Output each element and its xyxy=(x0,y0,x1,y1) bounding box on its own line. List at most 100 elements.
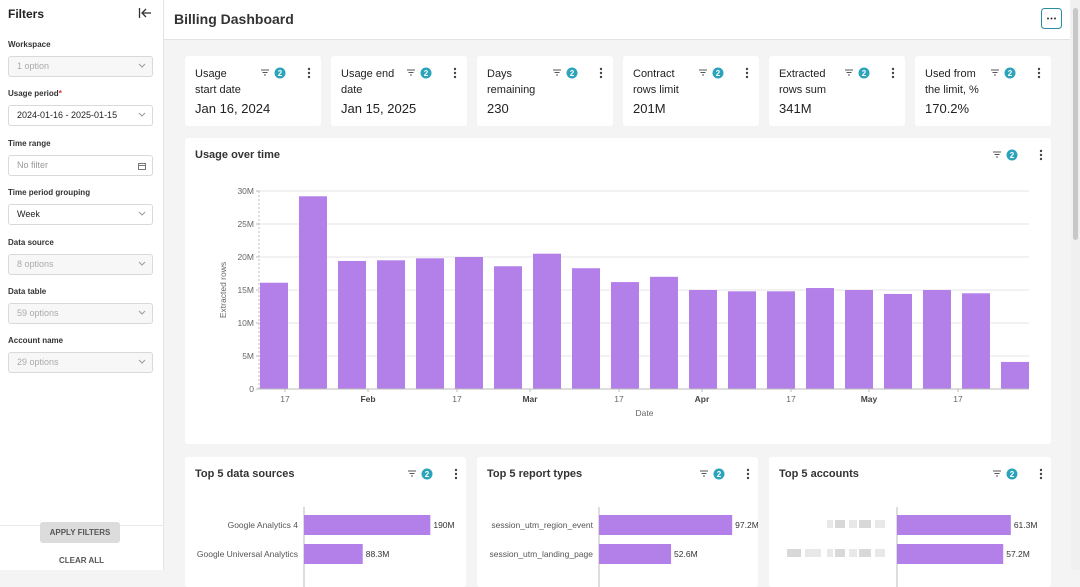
bar xyxy=(766,291,796,389)
value-label: 97.2M xyxy=(735,520,758,530)
value-label: 190M xyxy=(433,520,454,530)
redacted-label xyxy=(827,549,833,557)
filter-label-text: Workspace xyxy=(8,40,51,49)
required-mark: * xyxy=(58,89,62,99)
kpi-value: Jan 16, 2024 xyxy=(195,101,271,116)
x-tick-label: Mar xyxy=(522,394,538,404)
y-tick-label: 5M xyxy=(242,351,254,361)
bar xyxy=(961,293,991,389)
filter-label: Usage period* xyxy=(8,89,62,98)
chevron xyxy=(138,360,146,365)
chevron-icon xyxy=(138,360,146,365)
y-tick-label: 10M xyxy=(237,318,254,328)
redacted-label xyxy=(875,549,885,557)
scroll-thumb[interactable] xyxy=(1073,8,1078,240)
kpi-card: Usage end date Jan 15, 2025 2 xyxy=(331,56,467,126)
bar xyxy=(337,260,367,389)
value-label: 52.6M xyxy=(674,549,698,559)
value-label: 57.2M xyxy=(1006,549,1030,559)
filter-badge[interactable]: 2 xyxy=(988,66,1048,80)
filter-badge[interactable]: 2 xyxy=(404,66,464,80)
kpi-value: 230 xyxy=(487,101,509,116)
filter-input[interactable]: 29 options xyxy=(8,352,153,374)
chevron-icon xyxy=(138,211,146,216)
badge-count: 2 xyxy=(424,69,429,78)
filter-label: Data table xyxy=(8,287,46,296)
filter-label-text: Time range xyxy=(8,138,51,148)
badge-circle xyxy=(566,67,578,79)
filter-badge[interactable]: 2 xyxy=(550,66,610,80)
filter-input[interactable]: 59 options xyxy=(8,303,153,324)
badge-circle xyxy=(1004,67,1016,79)
x-tick-label: 17 xyxy=(280,394,290,404)
more-button[interactable] xyxy=(1041,8,1062,29)
badge-circle xyxy=(420,67,432,79)
bar xyxy=(298,196,328,389)
x-tick-label: Apr xyxy=(695,394,710,404)
filter-input[interactable]: 8 options xyxy=(8,253,153,275)
bar xyxy=(844,290,874,389)
calendar-icon xyxy=(138,162,146,170)
menu-dot xyxy=(745,75,749,79)
filter-badge[interactable]: 2 xyxy=(697,467,757,481)
scrollbar[interactable] xyxy=(1071,0,1080,570)
collapse-button[interactable] xyxy=(138,7,152,19)
menu-dot xyxy=(454,476,458,480)
chart: 190M Google Analytics 4 88.3M Google Univer… xyxy=(197,507,455,587)
filter-label: Time range xyxy=(8,139,51,148)
filter-badge[interactable]: 2 xyxy=(990,148,1050,162)
kpi-label: Usage end date xyxy=(341,68,395,96)
filters-sidebar: Filters Workspace 1 option Usage period* 20… xyxy=(0,0,164,570)
menu-dot xyxy=(891,71,895,75)
chart-card: Usage over time 2 0 5M 10M 15M 20M 25M 30M Extrac… xyxy=(185,138,1051,444)
bar xyxy=(922,290,952,389)
chart: 97.2M session_utm_region_event 52.6M sessio… xyxy=(490,507,758,587)
filter-badge[interactable]: 2 xyxy=(842,66,902,80)
redacted-label xyxy=(835,549,845,557)
menu-dot xyxy=(1037,75,1041,79)
filter-label: Account name xyxy=(8,336,63,345)
clear-all-button[interactable]: CLEAR ALL xyxy=(58,556,105,565)
menu-dot xyxy=(599,75,603,79)
bar xyxy=(1000,361,1029,389)
chevron-icon xyxy=(138,261,146,266)
badge-circle xyxy=(713,468,725,480)
badge-count: 2 xyxy=(1010,470,1015,479)
filter-input[interactable]: 1 option xyxy=(8,56,153,77)
badge-count: 2 xyxy=(278,69,283,78)
menu-dot xyxy=(1037,67,1041,71)
menu-dot xyxy=(745,71,749,75)
x-axis-title: Date xyxy=(636,408,654,418)
header: Billing Dashboard xyxy=(164,0,1070,40)
redacted-label xyxy=(875,520,885,528)
category-label: session_utm_landing_page xyxy=(490,549,594,559)
y-tick-label: 20M xyxy=(237,252,254,262)
redacted-label xyxy=(827,520,833,528)
filter-badge[interactable]: 2 xyxy=(405,467,465,481)
chevron xyxy=(138,63,146,68)
filter-label: Time period grouping xyxy=(8,188,90,197)
apply-filters-button[interactable]: APPLY FILTERS xyxy=(40,522,120,543)
filter-input[interactable]: No filter xyxy=(8,154,153,176)
chevron xyxy=(138,211,146,216)
chart-title: Usage over time xyxy=(195,149,280,161)
menu-dot xyxy=(1039,476,1043,480)
filter-badge[interactable]: 2 xyxy=(990,467,1050,481)
sidebar-title: Filters xyxy=(8,7,45,21)
redacted-label xyxy=(859,520,871,528)
x-tick-label: 17 xyxy=(953,394,963,404)
filter-value: 29 options xyxy=(17,357,59,368)
badge-circle xyxy=(712,67,724,79)
filter-input[interactable]: Week xyxy=(8,204,153,226)
filter-value: 1 option xyxy=(17,61,50,71)
y-tick-label: 15M xyxy=(237,285,254,295)
x-tick-label: 17 xyxy=(452,394,462,404)
badge-count: 2 xyxy=(1010,151,1015,160)
filter-value: 8 options xyxy=(17,258,54,269)
filter-input[interactable]: 2024-01-16 - 2025-01-15 xyxy=(8,105,153,127)
filter-badge[interactable]: 2 xyxy=(696,66,756,80)
filter-badge[interactable]: 2 xyxy=(258,66,318,80)
bar xyxy=(897,544,1004,564)
chevron xyxy=(138,113,146,118)
